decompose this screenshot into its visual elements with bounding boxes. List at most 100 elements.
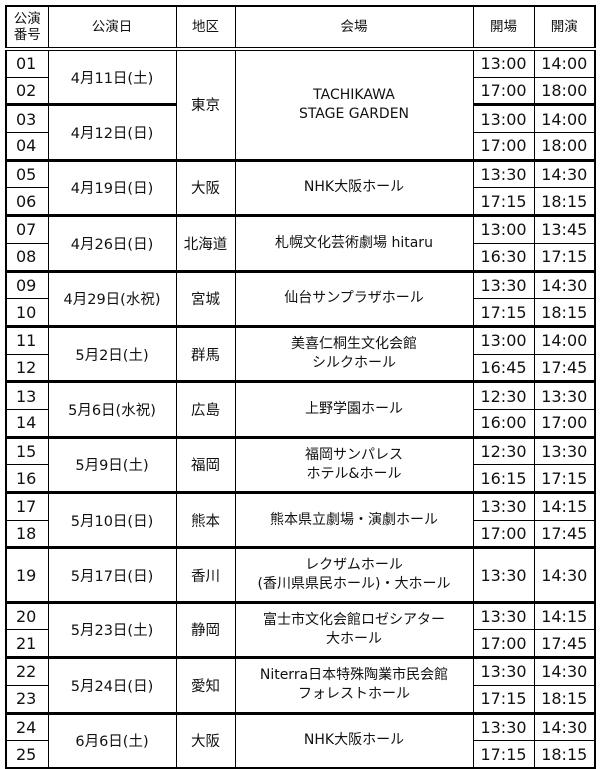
start-time: 17:15 [533,464,596,493]
header-row: 公演 番号 公演日 地区 会場 開場 開演 [5,5,596,51]
performance-number: 12 [5,353,49,383]
start-time: 17:45 [533,519,596,549]
start-time: 14:00 [533,103,596,134]
table-row: 17 5月10日(日) 熊本 熊本県立劇場・演劇ホール 13:30 14:15 [5,490,596,549]
header-performance-number: 公演 番号 [5,5,49,51]
region: 大阪 [175,158,236,217]
performance-date: 5月17日(日) [47,546,177,603]
open-time: 17:00 [472,132,535,161]
performance-number: 24 [5,711,49,742]
open-time: 16:00 [472,408,535,438]
table-row: 06 17:15 18:15 [5,187,596,217]
region: 群馬 [175,324,236,383]
performance-date: 6月6日(土) [47,711,177,769]
venue: 札幌文化芸術劇場 hitaru [234,214,474,272]
start-time: 14:30 [533,656,596,686]
venue: 熊本県立劇場・演劇ホール [234,490,474,549]
start-time: 18:15 [533,684,596,714]
start-time: 13:30 [533,435,596,466]
region: 東京 [175,48,236,161]
performance-number: 21 [5,629,49,659]
region: 大阪 [175,711,236,769]
table-row: 16 16:15 17:15 [5,464,596,493]
venue-line: 福岡サンパレス [305,446,403,463]
header-start: 開演 [533,5,596,51]
performance-number: 06 [5,187,49,217]
open-time: 16:30 [472,242,535,272]
open-time: 17:15 [472,298,535,327]
table-row: 14 16:00 17:00 [5,408,596,438]
performance-number: 11 [5,324,49,355]
open-time: 12:30 [472,435,535,466]
performance-number: 01 [5,48,49,78]
table-row: 15 5月9日(土) 福岡 福岡サンパレス ホテル&ホール 12:30 13:30 [5,435,596,494]
venue-line: シルクホール [312,355,396,372]
performance-date: 5月6日(水祝) [47,380,177,438]
performance-date: 5月24日(日) [47,656,177,714]
venue: 美喜仁桐生文化会館 シルクホール [234,324,474,383]
performance-number: 14 [5,408,49,438]
table-row: 07 4月26日(日) 北海道 札幌文化芸術劇場 hitaru 13:00 13:45 [5,214,596,272]
open-time: 13:30 [472,546,535,603]
table-row: 18 17:00 17:45 [5,519,596,549]
performance-number: 25 [5,740,49,769]
performance-date: 4月29日(水祝) [47,269,177,327]
performance-date: 4月12日(日) [47,103,177,161]
venue-line: NHK大阪ホール [303,732,405,749]
table-row: 21 17:00 17:45 [5,629,596,659]
table-row: 19 5月17日(日) 香川 レクザムホール (香川県県民ホール)・大ホール 13:30 1… [5,546,596,603]
table-row: 20 5月23日(土) 静岡 富士市文化会館ロゼシアター 大ホール 13:30 14:15 [5,600,596,659]
venue-line: 上野学園ホール [305,400,403,417]
start-time: 18:15 [533,187,596,217]
open-time: 13:30 [472,158,535,189]
region: 静岡 [175,600,236,659]
performance-number: 19 [5,546,49,603]
start-time: 14:15 [533,600,596,631]
region: 香川 [175,546,236,603]
header-date: 公演日 [47,5,177,51]
venue-line: NHK大阪ホール [303,179,405,196]
start-time: 14:00 [533,48,596,78]
open-time: 13:00 [472,103,535,134]
venue-line: フォレストホール [298,686,410,703]
table-row: 02 17:00 18:00 [5,76,596,106]
performance-number: 13 [5,380,49,410]
header-no-line2: 番号 [13,27,41,43]
open-time: 17:00 [472,76,535,106]
table-row: 24 6月6日(土) 大阪 NHK大阪ホール 13:30 14:30 [5,711,596,769]
table-row: 01 4月11日(土) 東京 TACHIKAWA STAGE GARDEN 13:00 14… [5,48,596,161]
performance-number: 04 [5,132,49,161]
region: 宮城 [175,269,236,327]
start-time: 18:15 [533,298,596,327]
open-time: 13:30 [472,656,535,686]
open-time: 16:15 [472,464,535,493]
table-row: 09 4月29日(水祝) 宮城 仙台サンプラザホール 13:30 14:30 [5,269,596,327]
performance-date: 4月11日(土) [47,48,177,106]
venue-line: STAGE GARDEN [298,105,410,122]
header-open: 開場 [472,5,535,51]
table-row: 13 5月6日(水祝) 広島 上野学園ホール 12:30 13:30 [5,380,596,438]
start-time: 17:45 [533,353,596,383]
performance-date: 5月2日(土) [47,324,177,383]
table-row: 08 16:30 17:15 [5,242,596,272]
venue-line: 大ホール [326,630,382,647]
header-region: 地区 [175,5,236,51]
region: 愛知 [175,656,236,714]
start-time: 14:30 [533,158,596,189]
venue: 仙台サンプラザホール [234,269,474,327]
performance-number: 02 [5,76,49,106]
open-time: 17:15 [472,740,535,769]
venue: NHK大阪ホール [234,158,474,217]
venue-line: ホテル&ホール [306,465,402,482]
table-row: 12 16:45 17:45 [5,353,596,383]
performance-date: 4月26日(日) [47,214,177,272]
performance-number: 09 [5,269,49,300]
start-time: 13:30 [533,380,596,410]
open-time: 13:00 [472,324,535,355]
performance-number: 05 [5,158,49,189]
performance-number: 10 [5,298,49,327]
header-venue: 会場 [234,5,474,51]
open-time: 17:15 [472,684,535,714]
table-row: 03 4月12日(日) 13:00 14:00 [5,103,596,161]
venue: 福岡サンパレス ホテル&ホール [234,435,474,494]
